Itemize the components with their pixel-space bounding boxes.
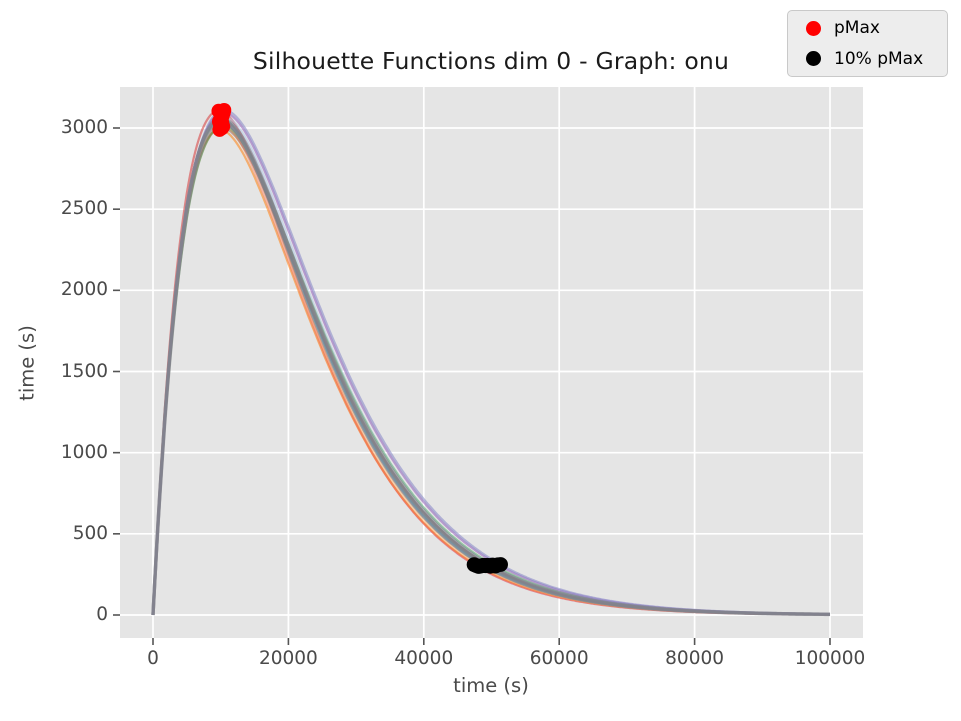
- y-tick-label: 2000: [60, 279, 108, 301]
- x-tick-label: 40000: [394, 648, 454, 669]
- legend-item: pMax: [806, 15, 947, 42]
- x-tick-label: 80000: [665, 648, 725, 669]
- legend-item-label: pMax: [834, 18, 880, 39]
- x-axis-label: time (s): [453, 674, 529, 697]
- p10max-marker: [483, 558, 499, 574]
- legend-item: 10% pMax: [806, 46, 947, 73]
- x-tick-label: 20000: [258, 648, 318, 669]
- x-tick-label: 60000: [529, 648, 589, 669]
- legend: pMax 10% pMax: [787, 10, 948, 77]
- legend-marker-dot-icon: [806, 20, 821, 36]
- y-tick-label: 2500: [60, 198, 108, 220]
- plot-background: [120, 87, 863, 638]
- pmax-marker: [214, 115, 230, 131]
- chart-title: Silhouette Functions dim 0 - Graph: onu: [252, 47, 730, 75]
- y-tick-label: 3000: [60, 117, 108, 138]
- y-tick-label: 0: [96, 604, 108, 625]
- y-tick-label: 1500: [60, 360, 108, 382]
- y-tick-label: 1000: [60, 441, 108, 463]
- y-tick-label: 500: [72, 522, 108, 544]
- legend-marker-dot-icon: [806, 51, 821, 67]
- legend-item-label: 10% pMax: [834, 48, 924, 69]
- x-tick-label: 100000: [794, 648, 866, 669]
- x-tick-label: 0: [147, 648, 159, 669]
